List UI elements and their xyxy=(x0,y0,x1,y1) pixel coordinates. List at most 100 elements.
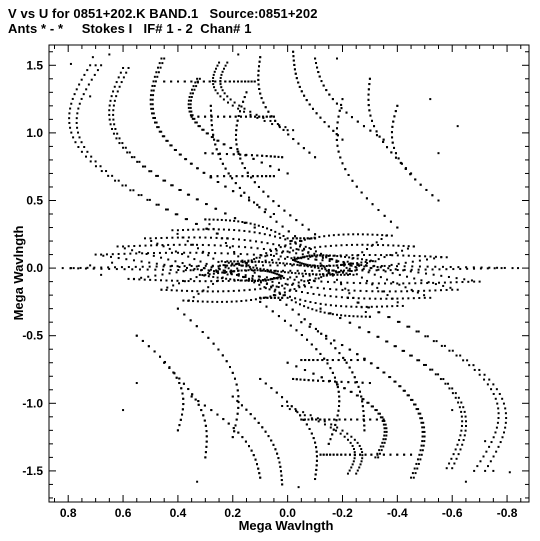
uv-sample-point xyxy=(328,254,331,257)
uv-sample-point xyxy=(457,266,460,269)
uv-sample-point xyxy=(392,281,395,284)
uv-sample-point xyxy=(228,366,231,369)
uv-sample-point xyxy=(215,236,218,239)
uv-sample-point xyxy=(145,252,148,255)
uv-sample-point xyxy=(213,70,216,73)
uv-sample-point xyxy=(224,219,227,222)
uv-sample-point xyxy=(68,121,71,124)
uv-sample-point xyxy=(233,278,236,281)
x-axis-label: Mega Wavlngth xyxy=(239,518,334,533)
uv-sample-point xyxy=(451,409,454,412)
uv-sample-point xyxy=(357,233,360,236)
uv-sample-point xyxy=(418,259,421,262)
uv-sample-point xyxy=(108,118,111,121)
uv-sample-point xyxy=(358,466,361,469)
uv-sample-point xyxy=(161,62,164,65)
uv-sample-point xyxy=(96,69,99,72)
uv-sample-point xyxy=(262,264,265,267)
uv-sample-point xyxy=(222,264,225,267)
uv-sample-point xyxy=(495,450,498,453)
uv-sample-point xyxy=(335,133,338,136)
uv-sample-point xyxy=(198,273,201,276)
uv-sample-point xyxy=(257,83,260,86)
uv-sample-point xyxy=(274,230,277,233)
uv-sample-point xyxy=(151,84,154,87)
uv-sample-point xyxy=(341,288,344,291)
uv-sample-point xyxy=(79,266,82,269)
x-tick-label: -0.2 xyxy=(332,506,353,520)
uv-sample-point xyxy=(235,175,238,178)
uv-sample-point xyxy=(421,435,424,438)
uv-sample-point xyxy=(322,273,325,276)
uv-sample-point xyxy=(137,194,140,197)
uv-sample-point xyxy=(420,282,423,285)
uv-sample-point xyxy=(343,359,346,362)
uv-sample-point xyxy=(100,266,103,269)
uv-sample-point xyxy=(127,265,130,268)
uv-sample-point xyxy=(352,315,355,318)
uv-sample-point xyxy=(451,392,454,395)
uv-sample-point xyxy=(203,404,206,407)
uv-sample-point xyxy=(197,264,200,267)
uv-sample-point xyxy=(329,273,332,276)
uv-sample-point xyxy=(323,121,326,124)
uv-sample-point xyxy=(357,263,360,266)
uv-sample-point xyxy=(300,334,303,337)
uv-sample-point xyxy=(155,203,158,206)
uv-sample-point xyxy=(272,115,275,118)
uv-sample-point xyxy=(286,237,289,240)
uv-sample-point xyxy=(235,138,238,141)
uv-sample-point xyxy=(169,144,172,147)
uv-sample-point xyxy=(333,254,336,257)
uv-sample-point xyxy=(335,138,338,141)
uv-sample-point xyxy=(486,465,489,468)
uv-sample-point xyxy=(335,304,338,307)
uv-sample-point xyxy=(252,266,255,269)
uv-sample-point xyxy=(494,397,497,400)
uv-sample-point xyxy=(308,237,311,240)
uv-sample-point xyxy=(282,250,285,253)
uv-sample-point xyxy=(356,120,359,123)
uv-sample-point xyxy=(318,269,321,272)
uv-sample-point xyxy=(176,279,179,282)
uv-sample-point xyxy=(478,368,481,371)
uv-sample-point xyxy=(332,129,335,132)
uv-sample-point xyxy=(207,251,210,254)
uv-sample-point xyxy=(127,66,130,69)
uv-sample-point xyxy=(289,240,292,243)
uv-sample-point xyxy=(315,309,318,312)
uv-sample-point xyxy=(304,263,307,266)
uv-sample-point xyxy=(196,167,199,170)
uv-sample-point xyxy=(316,359,319,362)
uv-sample-point xyxy=(425,272,428,275)
uv-sample-point xyxy=(292,50,295,53)
uv-sample-point xyxy=(189,251,192,254)
uv-sample-point xyxy=(362,410,365,413)
uv-sample-point xyxy=(231,371,234,374)
uv-sample-point xyxy=(175,271,178,274)
uv-sample-point xyxy=(94,165,97,168)
uv-sample-point xyxy=(197,115,200,118)
uv-sample-point xyxy=(232,289,235,292)
uv-sample-point xyxy=(285,303,288,306)
uv-sample-point xyxy=(421,449,424,452)
uv-sample-point xyxy=(370,244,373,247)
uv-sample-point xyxy=(273,296,276,299)
uv-sample-point xyxy=(272,294,275,297)
uv-sample-point xyxy=(207,275,210,278)
uv-sample-point xyxy=(182,229,185,232)
uv-sample-point xyxy=(371,282,374,285)
uv-sample-point xyxy=(274,235,277,238)
uv-sample-point xyxy=(307,257,310,260)
uv-sample-point xyxy=(207,336,210,339)
uv-sample-point xyxy=(300,90,303,93)
uv-sample-point xyxy=(368,269,371,272)
uv-sample-point xyxy=(266,270,269,273)
uv-sample-point xyxy=(360,395,363,398)
uv-sample-point xyxy=(384,423,387,426)
uv-sample-point xyxy=(264,255,267,258)
uv-sample-point xyxy=(261,175,264,178)
uv-sample-point xyxy=(191,243,194,246)
uv-sample-point xyxy=(322,84,325,87)
uv-sample-point xyxy=(442,284,445,287)
